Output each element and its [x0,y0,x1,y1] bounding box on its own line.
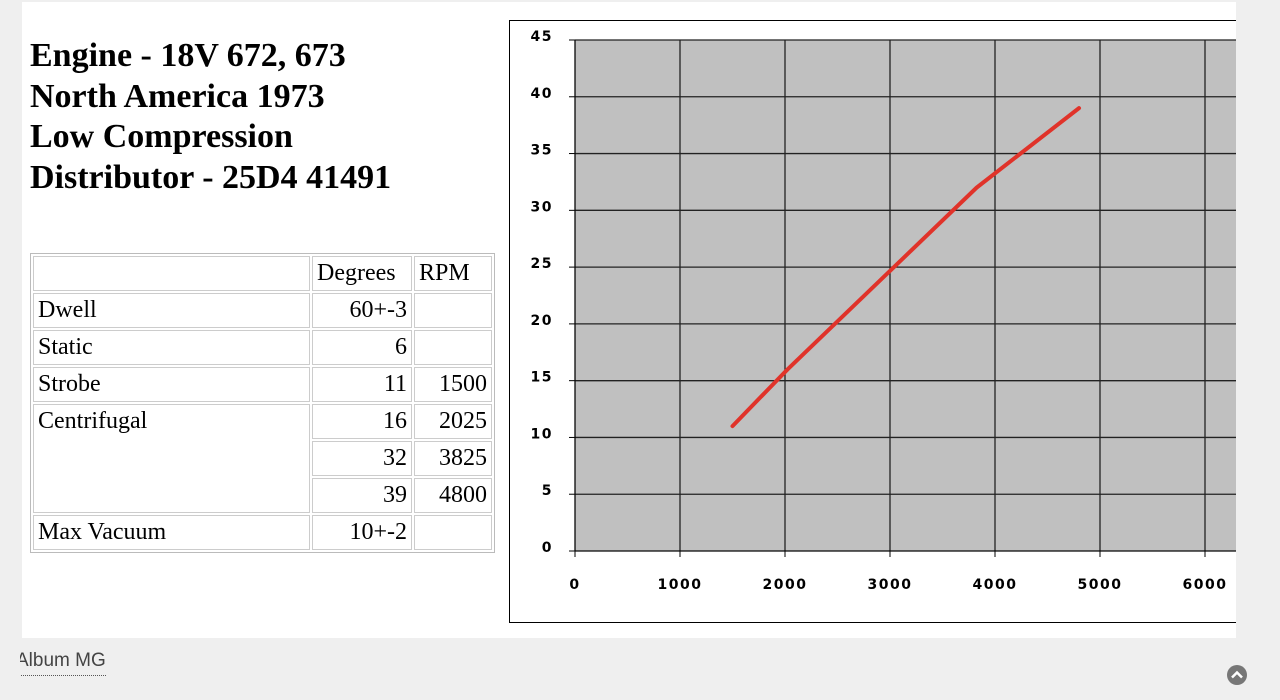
row-label: Max Vacuum [33,515,310,550]
data-line [730,106,1081,429]
cell: 39 [312,478,412,513]
x-tick-label: 1000 [658,577,703,593]
column-header: RPM [414,256,492,291]
x-tick-label: 4000 [973,577,1018,593]
cell: 6 [312,330,412,365]
chart: 0 5 10 15 20 25 30 35 40 45 0 1000 2000 3000 4000 5000 6… [509,20,1236,623]
y-tick-label: 5 [542,483,553,499]
cell: 4800 [414,478,492,513]
y-tick-label: 30 [531,199,553,215]
cell [33,256,310,291]
y-tick-label: 35 [531,143,553,159]
row-label: Strobe [33,367,310,402]
x-tick-label: 6000 [1183,577,1228,593]
column-header: Degrees [312,256,412,291]
cell: 1500 [414,367,492,402]
y-tick-label: 10 [531,426,553,442]
album-link[interactable]: Album MG [20,650,106,676]
cell: 11 [312,367,412,402]
heading-line: North America 1973 [30,77,325,115]
cell: 60+-3 [312,293,412,328]
row-label: Centrifugal [33,404,310,513]
cell [414,515,492,550]
timing-table: Degrees RPM Dwell 60+-3 Static 6 Strobe 11 15… [30,253,495,553]
scroll-top-button[interactable] [1226,664,1248,686]
y-tick-label: 15 [531,370,553,386]
x-tick-label: 2000 [763,577,808,593]
row-label: Static [33,330,310,365]
cell: 10+-2 [312,515,412,550]
x-tick-label: 3000 [868,577,913,593]
cell [414,293,492,328]
footer: Album MG [20,650,130,680]
y-tick-label: 20 [531,313,553,329]
heading: Engine - 18V 672, 673 North America 1973… [30,36,391,198]
cell: 3825 [414,441,492,476]
y-tick-label: 0 [542,540,553,556]
heading-line: Distributor - 25D4 41491 [30,158,392,196]
x-tick-label: 0 [569,577,580,593]
cell: 32 [312,441,412,476]
post-image: Engine - 18V 672, 673 North America 1973… [22,2,1236,638]
row-label: Dwell [33,293,310,328]
y-tick-label: 25 [531,256,553,272]
x-tick-label: 5000 [1078,577,1123,593]
cell [414,330,492,365]
y-tick-label: 45 [531,29,553,45]
heading-line: Low Compression [30,118,293,155]
plot-area [575,40,1236,551]
cell: 16 [312,404,412,439]
cell: 2025 [414,404,492,439]
y-tick-label: 40 [531,86,553,102]
heading-line: Engine - 18V 672, 673 [30,37,346,74]
